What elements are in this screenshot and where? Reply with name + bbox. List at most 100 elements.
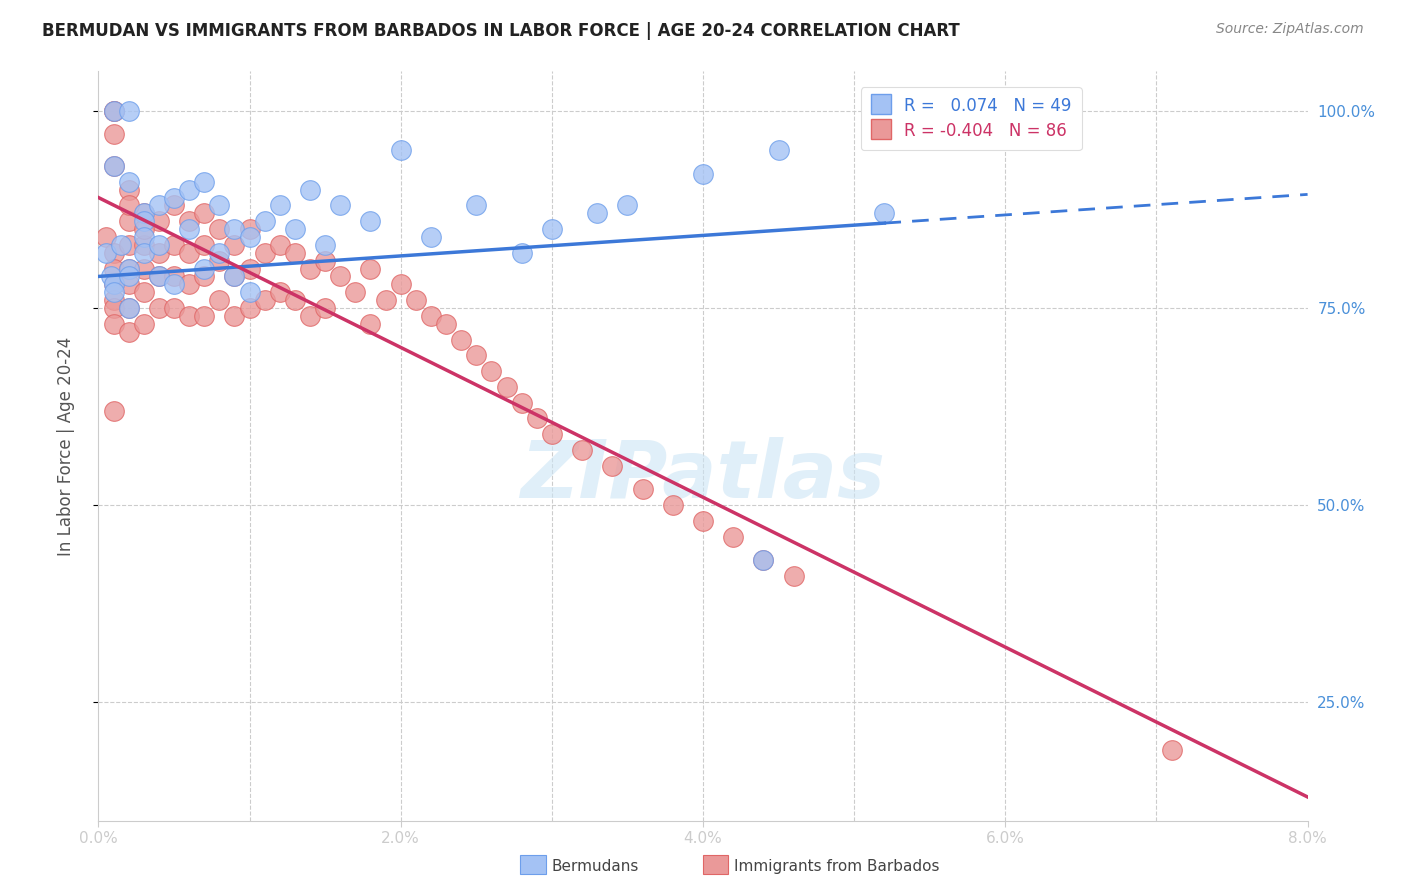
Point: [329, 198, 352, 212]
Point: [374, 293, 396, 307]
Point: [100, 269, 122, 284]
Point: [873, 206, 896, 220]
Text: BERMUDAN VS IMMIGRANTS FROM BARBADOS IN LABOR FORCE | AGE 20-24 CORRELATION CHAR: BERMUDAN VS IMMIGRANTS FROM BARBADOS IN …: [42, 22, 960, 40]
Point: [465, 198, 488, 212]
Point: [148, 269, 170, 284]
Point: [299, 183, 322, 197]
Point: [314, 253, 336, 268]
Point: [118, 269, 141, 284]
Point: [179, 245, 201, 260]
Point: [103, 277, 125, 292]
Point: [239, 285, 262, 300]
Point: [163, 238, 186, 252]
Legend: R =   0.074   N = 49, R = -0.404   N = 86: R = 0.074 N = 49, R = -0.404 N = 86: [860, 87, 1081, 150]
Point: [103, 103, 125, 118]
Point: [420, 309, 443, 323]
Point: [208, 245, 231, 260]
Point: [284, 245, 307, 260]
Point: [148, 269, 170, 284]
Point: [692, 167, 714, 181]
Point: [314, 301, 336, 315]
Point: [118, 214, 141, 228]
Point: [132, 285, 155, 300]
Point: [103, 285, 125, 300]
Point: [661, 498, 683, 512]
Point: [118, 301, 141, 315]
Point: [239, 301, 262, 315]
Point: [110, 238, 132, 252]
Point: [179, 309, 201, 323]
Point: [239, 261, 262, 276]
Text: Immigrants from Barbados: Immigrants from Barbados: [734, 859, 939, 873]
Point: [239, 230, 262, 244]
Point: [692, 514, 714, 528]
Point: [208, 293, 231, 307]
Text: Bermudans: Bermudans: [551, 859, 638, 873]
Point: [103, 245, 125, 260]
Point: [420, 230, 443, 244]
Point: [208, 198, 231, 212]
Point: [360, 261, 382, 276]
Point: [389, 277, 412, 292]
Point: [103, 403, 125, 417]
Point: [163, 277, 186, 292]
Point: [253, 293, 276, 307]
Point: [148, 238, 170, 252]
Point: [314, 238, 336, 252]
Point: [526, 411, 548, 425]
Point: [118, 261, 141, 276]
Point: [148, 198, 170, 212]
Point: [193, 261, 215, 276]
Point: [193, 309, 215, 323]
Point: [132, 206, 155, 220]
Point: [253, 214, 276, 228]
Point: [132, 245, 155, 260]
Point: [299, 261, 322, 276]
Point: [602, 458, 624, 473]
Point: [118, 261, 141, 276]
Point: [118, 325, 141, 339]
Point: [193, 238, 215, 252]
Point: [752, 553, 775, 567]
Point: [132, 214, 155, 228]
Point: [148, 245, 170, 260]
Point: [360, 317, 382, 331]
Point: [495, 380, 517, 394]
Point: [1160, 742, 1182, 756]
Point: [132, 206, 155, 220]
Point: [540, 427, 562, 442]
Point: [118, 198, 141, 212]
Point: [465, 348, 488, 362]
Point: [103, 128, 125, 142]
Point: [344, 285, 367, 300]
Point: [193, 175, 215, 189]
Point: [768, 143, 790, 157]
Point: [193, 206, 215, 220]
Point: [132, 230, 155, 244]
Point: [284, 222, 307, 236]
Point: [783, 569, 806, 583]
Point: [103, 103, 125, 118]
Point: [103, 159, 125, 173]
Point: [103, 261, 125, 276]
Point: [752, 553, 775, 567]
Point: [224, 309, 246, 323]
Point: [132, 222, 155, 236]
Point: [103, 317, 125, 331]
Point: [269, 198, 291, 212]
Point: [540, 222, 562, 236]
Point: [360, 214, 382, 228]
Point: [239, 222, 262, 236]
Point: [224, 222, 246, 236]
Point: [299, 309, 322, 323]
Point: [179, 222, 201, 236]
Point: [163, 190, 186, 204]
Point: [163, 198, 186, 212]
Point: [148, 301, 170, 315]
Point: [269, 285, 291, 300]
Point: [94, 230, 117, 244]
Point: [118, 238, 141, 252]
Point: [224, 269, 246, 284]
Y-axis label: In Labor Force | Age 20-24: In Labor Force | Age 20-24: [56, 336, 75, 556]
Point: [510, 395, 533, 409]
